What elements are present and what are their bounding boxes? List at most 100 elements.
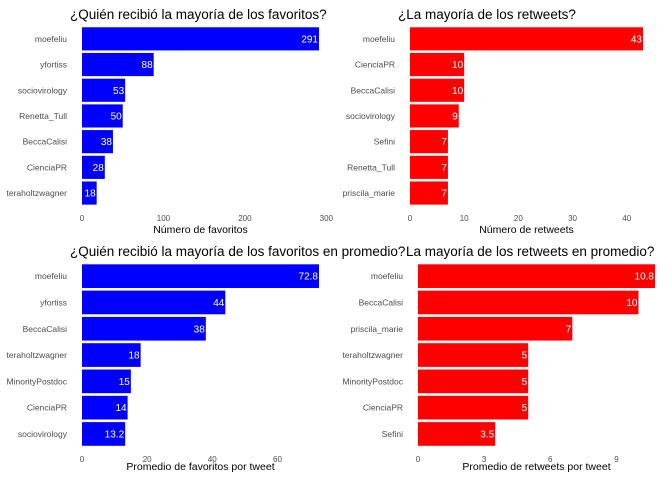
category-label: priscila_marie	[343, 188, 396, 198]
category-label: sociovirology	[346, 111, 396, 121]
x-tick-label: 20	[514, 214, 523, 223]
bar-sociovirology	[410, 104, 459, 128]
bar-yfortiss	[82, 52, 154, 77]
x-axis-label: Promedio de favoritos por tweet	[126, 461, 274, 473]
value-label: 28	[93, 163, 105, 174]
x-tick-label: 0	[80, 214, 85, 223]
value-label: 38	[194, 324, 206, 335]
value-label: 10	[452, 86, 464, 97]
x-tick-label: 20	[143, 455, 152, 464]
bar-priscila_marie	[418, 316, 573, 341]
category-label: MinorityPostdoc	[7, 376, 68, 386]
x-axis-label: Número de retweets	[479, 224, 574, 236]
x-tick-label: 200	[238, 214, 252, 223]
category-label: yfortiss	[40, 60, 67, 70]
value-label: 9	[452, 111, 458, 122]
chart-retweets: ¿La mayoría de los retweets? moefeliu 43 Ci…	[343, 7, 643, 236]
bar-CienciaPR	[82, 395, 128, 420]
bar-Sefini	[418, 422, 496, 446]
x-axis-label: Número de favoritos	[153, 224, 248, 236]
category-label: moefeliu	[35, 34, 67, 44]
bar-BeccaCalisi	[82, 316, 206, 341]
chart-title: ¿Quién recibió la mayoría de los favorit…	[70, 244, 405, 259]
value-label: 43	[631, 34, 643, 45]
value-label: 13.2	[105, 429, 125, 440]
bar-CienciaPR	[410, 52, 465, 77]
category-label: teraholtzwagner	[7, 188, 68, 198]
chart-favorites: ¿Quién recibió la mayoría de los favorit…	[7, 7, 334, 236]
x-tick-label: 6	[548, 455, 553, 464]
category-label: Renetta_Tull	[19, 111, 67, 121]
chart-title: ¿La mayoría de los retweets?	[398, 7, 576, 22]
value-label: 5	[522, 403, 528, 414]
bar-MinorityPostdoc	[418, 369, 529, 394]
value-label: 7	[441, 137, 447, 148]
value-label: 44	[213, 298, 225, 309]
bar-Renetta_Tull	[410, 155, 448, 179]
category-label: CienciaPR	[27, 403, 67, 413]
bar-teraholtzwagner	[82, 343, 141, 367]
bar-MinorityPostdoc	[82, 369, 131, 394]
x-tick-label: 0	[80, 455, 85, 464]
value-label: 10.8	[635, 272, 655, 283]
chart-title: ¿Quién recibió la mayoría de los favorit…	[70, 7, 327, 22]
value-label: 291	[301, 34, 318, 45]
bar-teraholtzwagner	[82, 181, 97, 205]
category-label: BeccaCalisi	[359, 297, 404, 307]
value-label: 38	[101, 137, 113, 148]
category-label: Sefini	[374, 137, 395, 147]
category-label: Sefini	[382, 429, 403, 439]
value-label: 7	[441, 189, 447, 200]
chart-avg-favorites: ¿Quién recibió la mayoría de los favorit…	[7, 244, 406, 473]
bar-moefeliu	[82, 264, 319, 288]
value-label: 18	[129, 351, 141, 362]
x-tick-label: 9	[614, 455, 619, 464]
category-label: moefeliu	[363, 34, 395, 44]
value-label: 18	[85, 189, 97, 200]
bar-Renetta_Tull	[82, 104, 123, 128]
category-label: Renetta_Tull	[347, 162, 395, 172]
bar-priscila_marie	[410, 181, 448, 205]
value-label: 7	[441, 163, 447, 174]
value-label: 15	[119, 377, 131, 388]
x-tick-label: 0	[408, 214, 413, 223]
bar-teraholtzwagner	[418, 343, 529, 367]
x-tick-label: 40	[208, 455, 217, 464]
bar-BeccaCalisi	[410, 78, 465, 102]
bar-moefeliu	[82, 27, 319, 51]
bar-CienciaPR	[82, 155, 105, 179]
x-tick-label: 30	[568, 214, 577, 223]
value-label: 10	[626, 298, 638, 309]
category-label: moefeliu	[371, 271, 403, 281]
value-label: 5	[522, 377, 528, 388]
category-label: BeccaCalisi	[23, 324, 68, 334]
bar-sociovirology	[82, 422, 126, 446]
value-label: 88	[142, 60, 154, 71]
category-label: CienciaPR	[355, 60, 395, 70]
x-tick-label: 40	[622, 214, 631, 223]
category-label: yfortiss	[40, 297, 67, 307]
value-label: 3.5	[480, 429, 494, 440]
value-label: 53	[113, 86, 125, 97]
bar-moefeliu	[410, 27, 643, 51]
value-label: 5	[522, 351, 528, 362]
category-label: CienciaPR	[363, 403, 403, 413]
category-label: sociovirology	[18, 85, 68, 95]
bar-sociovirology	[82, 78, 126, 102]
x-tick-label: 100	[157, 214, 171, 223]
bar-BeccaCalisi	[82, 130, 113, 154]
value-label: 50	[111, 111, 123, 122]
x-tick-label: 60	[273, 455, 282, 464]
bar-yfortiss	[82, 290, 226, 315]
category-label: MinorityPostdoc	[343, 376, 404, 386]
category-label: BeccaCalisi	[351, 85, 396, 95]
category-label: BeccaCalisi	[23, 137, 68, 147]
category-label: teraholtzwagner	[343, 350, 404, 360]
x-tick-label: 300	[320, 214, 334, 223]
x-tick-label: 10	[460, 214, 469, 223]
chart-title: La mayoría de los retweets en promedio?	[406, 244, 654, 259]
value-label: 72.8	[299, 272, 319, 283]
category-label: moefeliu	[35, 271, 67, 281]
bar-moefeliu	[418, 264, 655, 288]
